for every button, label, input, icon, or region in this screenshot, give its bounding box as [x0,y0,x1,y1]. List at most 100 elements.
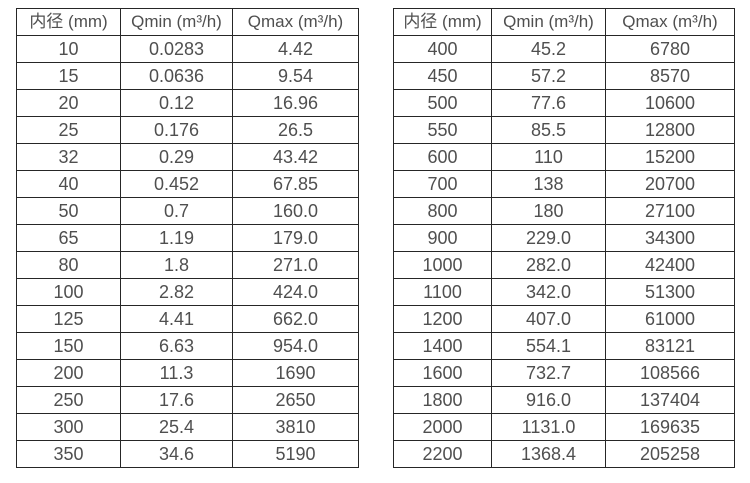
cell: 45.2 [491,35,606,63]
cell: 10 [16,35,121,63]
cell: 27100 [605,197,735,225]
cell: 0.452 [120,170,233,198]
cell: 20 [16,89,121,117]
cell: 407.0 [491,305,606,333]
cell: 80 [16,251,121,279]
cell: 110 [491,143,606,171]
table-row: 250 17.6 2650 [16,386,359,414]
cell: 700 [393,170,492,198]
table-row: 2200 1368.4 205258 [393,440,735,468]
cell: 20700 [605,170,735,198]
cell: 900 [393,224,492,252]
cell: 43.42 [232,143,359,171]
cell: 26.5 [232,116,359,144]
cell: 16.96 [232,89,359,117]
cell: 0.12 [120,89,233,117]
column-header: Qmax (m³/h) [605,8,735,36]
table-row: 900 229.0 34300 [393,224,735,252]
table-row: 300 25.4 3810 [16,413,359,441]
cell: 0.0636 [120,62,233,90]
cell: 83121 [605,332,735,360]
cell: 61000 [605,305,735,333]
flow-table-small-diameters: 内径 (mm) Qmin (m³/h) Qmax (m³/h) 10 0.0283 4.… [16,8,359,468]
cell: 250 [16,386,121,414]
cell: 732.7 [491,359,606,387]
table-row: 65 1.19 179.0 [16,224,359,252]
cell: 205258 [605,440,735,468]
cell: 100 [16,278,121,306]
cell: 662.0 [232,305,359,333]
cell: 0.176 [120,116,233,144]
table-row: 100 2.82 424.0 [16,278,359,306]
cell: 40 [16,170,121,198]
cell: 3810 [232,413,359,441]
table-row: 150 6.63 954.0 [16,332,359,360]
cell: 108566 [605,359,735,387]
cell: 4.41 [120,305,233,333]
cell: 0.29 [120,143,233,171]
cell: 180 [491,197,606,225]
table-row: 400 45.2 6780 [393,35,735,63]
cell: 300 [16,413,121,441]
table-row: 40 0.452 67.85 [16,170,359,198]
cell: 32 [16,143,121,171]
table-row: 80 1.8 271.0 [16,251,359,279]
table-row: 1400 554.1 83121 [393,332,735,360]
cell: 0.7 [120,197,233,225]
table-row: 10 0.0283 4.42 [16,35,359,63]
cell: 916.0 [491,386,606,414]
cell: 169635 [605,413,735,441]
cell: 1.8 [120,251,233,279]
table-row: 500 77.6 10600 [393,89,735,117]
cell: 65 [16,224,121,252]
cell: 6780 [605,35,735,63]
cell: 4.42 [232,35,359,63]
cell: 77.6 [491,89,606,117]
cell: 138 [491,170,606,198]
cell: 50 [16,197,121,225]
cell: 1800 [393,386,492,414]
table-row: 125 4.41 662.0 [16,305,359,333]
header-row: 内径 (mm) Qmin (m³/h) Qmax (m³/h) [393,8,735,36]
cell: 9.54 [232,62,359,90]
header-row: 内径 (mm) Qmin (m³/h) Qmax (m³/h) [16,8,359,36]
column-header: 内径 (mm) [393,8,492,36]
cell: 1.19 [120,224,233,252]
cell: 1690 [232,359,359,387]
table-row: 2000 1131.0 169635 [393,413,735,441]
cell: 67.85 [232,170,359,198]
table-row: 1100 342.0 51300 [393,278,735,306]
cell: 550 [393,116,492,144]
cell: 200 [16,359,121,387]
table-row: 700 138 20700 [393,170,735,198]
cell: 229.0 [491,224,606,252]
cell: 150 [16,332,121,360]
cell: 10600 [605,89,735,117]
cell: 271.0 [232,251,359,279]
cell: 25.4 [120,413,233,441]
cell: 450 [393,62,492,90]
cell: 1000 [393,251,492,279]
cell: 1368.4 [491,440,606,468]
cell: 600 [393,143,492,171]
flow-spec-tables: 内径 (mm) Qmin (m³/h) Qmax (m³/h) 10 0.0283 4.… [16,8,735,468]
cell: 5190 [232,440,359,468]
cell: 2000 [393,413,492,441]
cell: 0.0283 [120,35,233,63]
cell: 15 [16,62,121,90]
table-row: 32 0.29 43.42 [16,143,359,171]
table-row: 50 0.7 160.0 [16,197,359,225]
cell: 2.82 [120,278,233,306]
cell: 554.1 [491,332,606,360]
cell: 57.2 [491,62,606,90]
cell: 51300 [605,278,735,306]
cell: 179.0 [232,224,359,252]
cell: 34.6 [120,440,233,468]
cell: 42400 [605,251,735,279]
cell: 954.0 [232,332,359,360]
table-row: 1000 282.0 42400 [393,251,735,279]
table-row: 25 0.176 26.5 [16,116,359,144]
cell: 15200 [605,143,735,171]
cell: 8570 [605,62,735,90]
cell: 282.0 [491,251,606,279]
